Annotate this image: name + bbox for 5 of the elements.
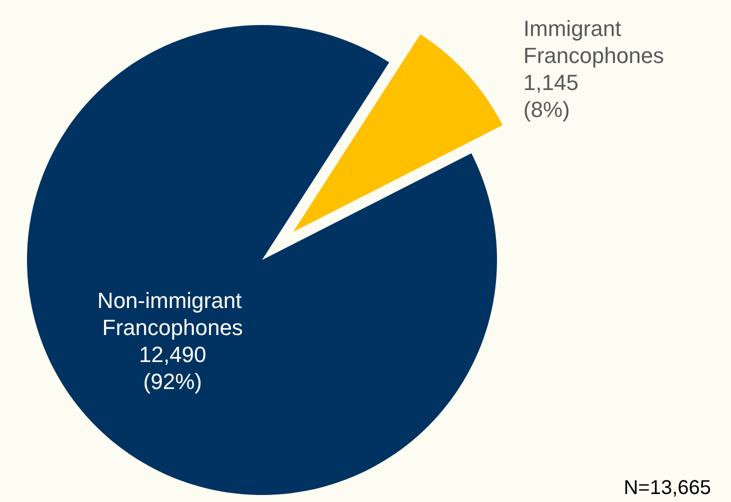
data-label: 12,490 (92%) [138,342,206,394]
text: N=13,665 [624,477,711,499]
slice-label: Non-immigrant Francophones [97,288,248,340]
slice-label: Immigrant Francophones [523,16,664,68]
data-label: 1,145 (8%) [523,70,578,122]
